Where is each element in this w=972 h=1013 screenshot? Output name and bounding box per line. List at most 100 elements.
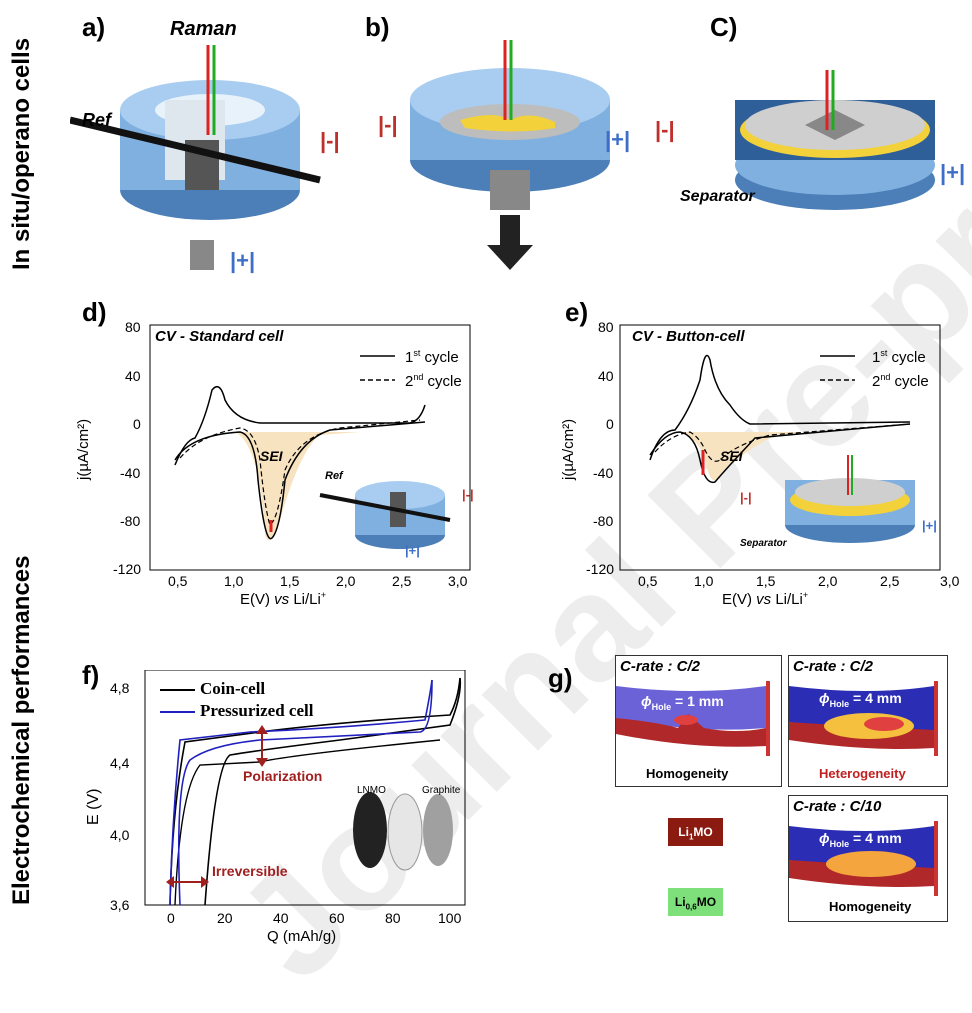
panel-e-xtick-3: 2,0 (818, 573, 838, 589)
g-box-2-phi-sub: Hole (829, 698, 850, 709)
panel-f-xtick-4: 80 (385, 910, 401, 926)
panel-e-legend2-base: 2 (872, 373, 881, 390)
panel-c-label: C) (710, 12, 738, 42)
panel-d-legend2: 2nd cycle (405, 372, 462, 390)
panel-d-ytick-5: -120 (113, 561, 142, 577)
g-box-1-phi: ϕ (641, 693, 652, 709)
panel-d-legend1-base: 1 (405, 349, 414, 366)
legend-li06mo-sub: 0,6 (685, 902, 697, 912)
legend-li1mo-base: Li (678, 825, 689, 839)
panel-e-xtick-1: 1,0 (694, 573, 714, 589)
panel-d-ytick-0: 80 (125, 319, 141, 335)
legend-li06mo-rest: MO (696, 895, 717, 909)
g-box-2-hole-value: = 4 mm (853, 690, 902, 706)
panel-c-separator: Separator (680, 188, 755, 205)
legend-li1mo-rest: MO (693, 825, 713, 839)
panel-c-pos: |+| (940, 160, 966, 185)
panel-g-label: g) (548, 663, 573, 693)
galvanostatic-chart (144, 670, 466, 906)
panel-f-xtick-1: 20 (217, 910, 233, 926)
g-box-3: C-rate : C/10 ϕHole = 4 mm Homogeneity (788, 795, 948, 922)
panel-e-ytick-2: 0 (606, 416, 614, 432)
panel-f-label: f) (82, 660, 100, 690)
g-box-3-phi-sub: Hole (829, 838, 850, 849)
panel-f-xtick-2: 40 (273, 910, 289, 926)
g-box-1-hole-value: = 1 mm (675, 693, 724, 709)
panel-f-lnmo: LNMO (357, 785, 386, 796)
panel-f-irreversible: Irreversible (212, 863, 288, 879)
panel-d-inset-pos: |+| (405, 543, 420, 558)
panel-a-raman: Raman (170, 18, 237, 40)
panel-f-legend1: Coin-cell (200, 679, 266, 698)
panel-e-xtick-0: 0,5 (638, 573, 658, 589)
panel-d-inset-ref: Ref (325, 470, 343, 482)
panel-d-xtick-3: 2,0 (336, 573, 356, 589)
panel-a-label: a) (82, 12, 106, 42)
panel-f-xtick-0: 0 (167, 910, 175, 926)
panel-e-xtick-5: 3,0 (940, 573, 960, 589)
g-box-3-note: Homogeneity (829, 899, 912, 914)
g-box-3-hole-value: = 4 mm (853, 830, 902, 846)
panel-e-ytick-5: -120 (586, 561, 615, 577)
panel-d-legend1-rest: cycle (420, 349, 459, 366)
panel-e-inset-neg: |-| (740, 490, 752, 505)
g-box-1-image (616, 681, 770, 756)
panel-f-ytick-2: 4,0 (110, 827, 130, 843)
g-box-2-note: Heterogeneity (819, 766, 906, 781)
row-label-bottom: Electrochemical performances (8, 555, 35, 906)
panel-d-inset-neg: |-| (462, 487, 474, 502)
panel-f-ylabel: E (V) (85, 788, 102, 825)
cell-b-diagram (410, 40, 610, 270)
panel-e-ytick-0: 80 (598, 319, 614, 335)
panel-e-inset-pos: |+| (922, 518, 937, 533)
panel-e-legend1-rest: cycle (887, 349, 926, 366)
panel-e-xlabel-post: Li/Li (771, 591, 803, 608)
panel-e-xlabel: E(V) vs Li/Li+ (722, 590, 808, 608)
g-box-2-phi: ϕ (819, 690, 830, 706)
g-box-3-phi: ϕ (819, 830, 830, 846)
g-box-1-hole: ϕHole = 1 mm (641, 693, 724, 712)
g-box-1-title: C-rate : C/2 (620, 658, 701, 675)
panel-e-legend1-base: 1 (872, 349, 881, 366)
panel-f-graphite: Graphite (422, 785, 461, 796)
panel-d-xtick-1: 1,0 (224, 573, 244, 589)
panel-b-neg: |-| (378, 112, 398, 137)
panel-d-xlabel: E(V) vs Li/Li+ (240, 590, 326, 608)
panel-f-legend2: Pressurized cell (200, 701, 314, 720)
legend-li1mo: Li1MO (668, 818, 723, 846)
panel-f-xlabel: Q (mAh/g) (267, 928, 337, 945)
panel-e-ytick-1: 40 (598, 368, 614, 384)
panel-d-ylabel: j(µA/cm²) (75, 418, 92, 480)
row-label-top: In situ/operano cells (8, 37, 35, 270)
panel-d-sei: SEI (260, 448, 283, 464)
panel-e-label: e) (565, 297, 589, 327)
panel-f-polarization: Polarization (243, 768, 323, 784)
panel-e-ylabel: j(µA/cm²) (560, 418, 577, 480)
panel-d-legend2-sup: nd (413, 372, 424, 382)
g-box-2: C-rate : C/2 ϕHole = 4 mm Heterogeneity (788, 655, 948, 787)
panel-d-ytick-4: -80 (120, 513, 141, 529)
panel-d-legend2-base: 2 (405, 373, 414, 390)
g-box-2-title: C-rate : C/2 (793, 658, 874, 675)
panel-d-title: CV - Standard cell (155, 328, 284, 345)
panel-d-legend1: 1st cycle (405, 348, 459, 366)
panel-e-legend2-sup: nd (880, 372, 891, 382)
g-box-3-image (789, 821, 938, 896)
panel-d-xlabel-pre: E(V) (240, 591, 275, 608)
g-box-1: C-rate : C/2 ϕHole = 1 mm Homogeneity (615, 655, 782, 787)
g-box-2-image (789, 681, 938, 756)
panel-d-ytick-1: 40 (125, 368, 141, 384)
panel-d-legend2-rest: cycle (423, 373, 462, 390)
panel-e-legend2-rest: cycle (890, 373, 929, 390)
cv-standard-chart (149, 324, 471, 571)
panel-d-xtick-2: 1,5 (280, 573, 300, 589)
g-box-3-hole: ϕHole = 4 mm (819, 830, 902, 849)
cv-button-chart (619, 324, 941, 571)
panel-f-xtick-3: 60 (329, 910, 345, 926)
g-box-1-note: Homogeneity (646, 766, 729, 781)
panel-f-ytick-1: 4,4 (110, 755, 130, 771)
panel-d-xtick-4: 2,5 (392, 573, 412, 589)
panel-e-xtick-2: 1,5 (756, 573, 776, 589)
panel-e-legend2: 2nd cycle (872, 372, 929, 390)
panel-d-xtick-5: 3,0 (448, 573, 468, 589)
